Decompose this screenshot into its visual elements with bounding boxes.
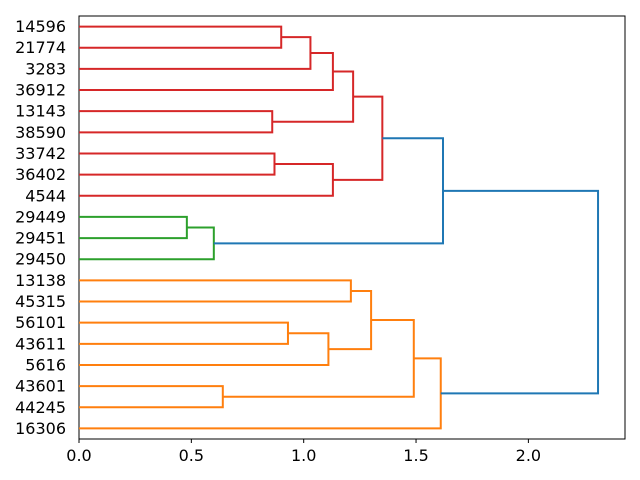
y-axis-leaf-label: 3283: [25, 59, 66, 78]
y-axis-leaf-label: 33742: [15, 144, 66, 163]
y-axis-leaf-label: 38590: [15, 123, 66, 142]
dendrogram-link-orange: [79, 385, 224, 409]
x-axis-tick-label: 2.0: [516, 446, 541, 465]
y-axis-leaf-label: 13138: [15, 271, 66, 290]
dendrogram-link-red: [79, 25, 283, 49]
dendrogram-link-red: [332, 95, 384, 181]
dendrogram-link-green: [79, 226, 215, 261]
x-axis-tick-label: 1.5: [403, 446, 428, 465]
y-axis-leaf-label: 29449: [15, 207, 66, 226]
dendrogram-link-orange: [79, 321, 289, 345]
dendrogram-link-red: [79, 36, 312, 70]
y-axis-leaf-label: 16306: [15, 419, 66, 438]
dendrogram-link-red: [272, 70, 355, 123]
dendrogram-link-red: [79, 152, 276, 176]
y-axis-leaf-label: 5616: [25, 355, 66, 374]
y-axis-leaf-label: 4544: [25, 186, 66, 205]
y-axis-leaf-label: 29451: [15, 229, 66, 248]
x-axis-tick-label: 0.0: [66, 446, 91, 465]
dendrogram-link-blue: [440, 189, 600, 395]
x-axis-tick-label: 0.5: [179, 446, 204, 465]
y-axis-leaf-label: 14596: [15, 17, 66, 36]
y-axis-leaf-label: 36402: [15, 165, 66, 184]
dendrogram-link-orange: [79, 279, 352, 303]
dendrogram-link-green: [79, 215, 188, 240]
y-axis-leaf-label: 43601: [15, 377, 66, 396]
y-axis-leaf-label: 29450: [15, 250, 66, 269]
plot-border: [78, 15, 626, 440]
y-axis-leaf-label: 56101: [15, 313, 66, 332]
dendrogram-link-orange: [79, 332, 330, 366]
y-axis-leaf-label: 43611: [15, 334, 66, 353]
y-axis-leaf-label: 36912: [15, 81, 66, 100]
x-axis-tick-label: 1.0: [291, 446, 316, 465]
y-axis-leaf-label: 44245: [15, 398, 66, 417]
dendrogram-link-red: [79, 52, 334, 92]
y-axis-leaf-label: 13143: [15, 102, 66, 121]
dendrogram-link-red: [79, 110, 274, 134]
y-axis-leaf-label: 45315: [15, 292, 66, 311]
dendrogram-link-orange: [222, 319, 415, 398]
dendrogram-link-orange: [328, 289, 373, 351]
dendrogram-link-red: [79, 163, 334, 197]
dendrogram-link-orange: [79, 357, 442, 430]
y-axis-leaf-label: 21774: [15, 38, 66, 57]
